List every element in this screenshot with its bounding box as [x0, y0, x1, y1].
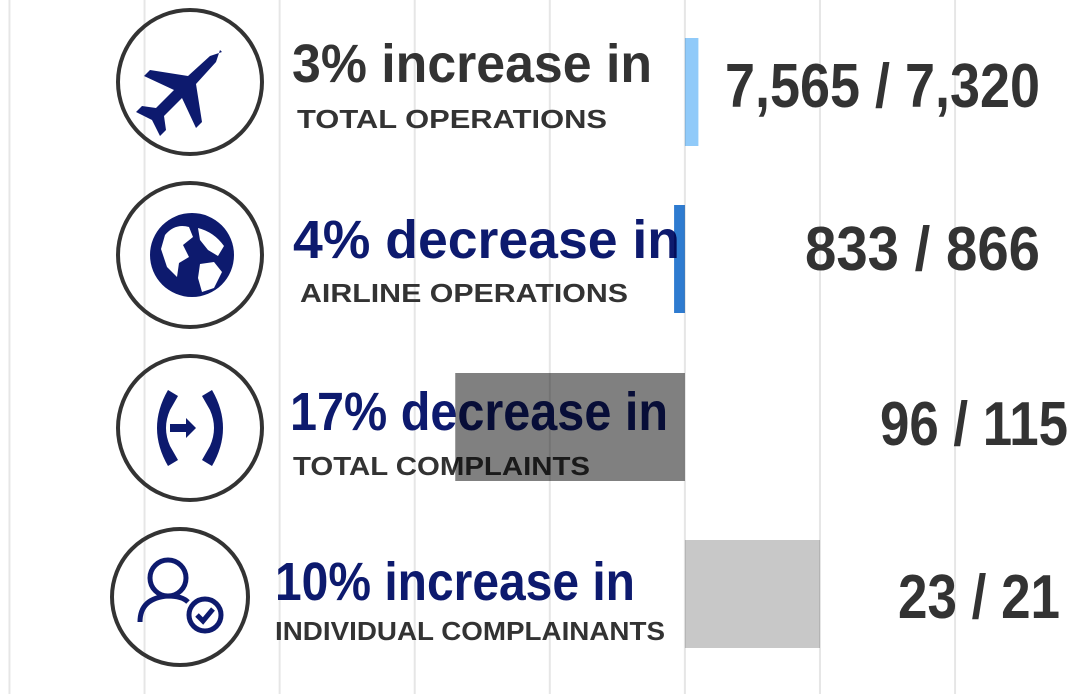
- globe-icon: [150, 213, 234, 297]
- person-icon: [137, 557, 224, 634]
- headline: 10% increase in: [275, 552, 635, 612]
- headline: 4% decrease in: [293, 210, 680, 270]
- bar: [684, 38, 699, 146]
- counts: 23 / 21: [898, 563, 1060, 632]
- metric-label: TOTAL OPERATIONS: [297, 104, 607, 134]
- plane-icon: [136, 50, 222, 136]
- counts: 96 / 115: [880, 390, 1068, 459]
- bars: [455, 38, 820, 648]
- texts: 3% increase in TOTAL OPERATIONS 7,565 / 7,…: [275, 34, 1068, 646]
- bar: [674, 205, 685, 313]
- icon-ring: [116, 354, 264, 502]
- bar: [684, 540, 820, 648]
- headline: 3% increase in: [292, 34, 652, 94]
- globe-land: [161, 226, 224, 292]
- icons: [110, 8, 264, 667]
- counts: 833 / 866: [805, 215, 1040, 284]
- bar: [455, 373, 685, 481]
- metric-label: AIRLINE OPERATIONS: [300, 278, 628, 308]
- icon-ring: [110, 527, 250, 667]
- counts: 7,565 / 7,320: [725, 52, 1040, 121]
- icon-ring: [116, 8, 264, 156]
- metric-label: INDIVIDUAL COMPLAINANTS: [275, 616, 665, 646]
- phone-icon: [157, 390, 223, 466]
- icon-ring: [116, 181, 264, 329]
